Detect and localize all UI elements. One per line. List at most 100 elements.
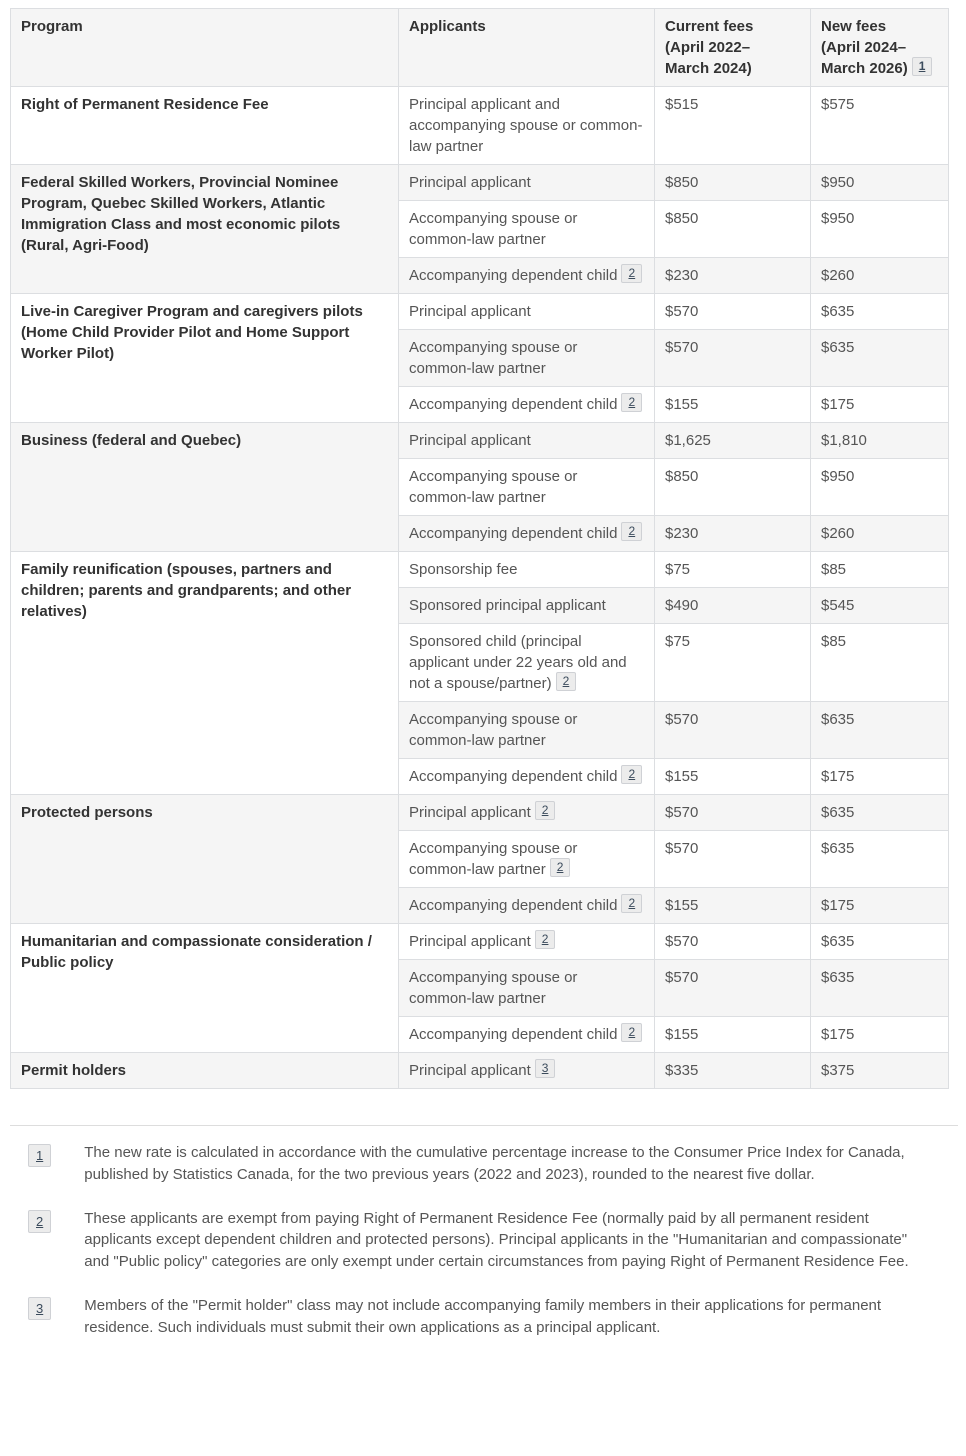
applicant-label: Accompanying spouse or common-law partne… (409, 969, 578, 1007)
fees-table: Program Applicants Current fees (April 2… (10, 8, 949, 1089)
footnote-2-link[interactable]: 2 (621, 894, 643, 913)
footnote-2-link[interactable]: 2 (621, 522, 643, 541)
footnote-item: 2 These applicants are exempt from paying… (28, 1208, 958, 1273)
footnote-3-link[interactable]: 3 (534, 1059, 556, 1078)
current-fee-cell: $490 (654, 587, 811, 624)
current-fee-cell: $570 (654, 923, 811, 960)
applicant-label: Accompanying dependent child (409, 267, 618, 284)
applicant-label: Sponsored child (principal applicant und… (409, 633, 627, 692)
applicant-cell: Principal applicant 2 (398, 794, 655, 831)
new-fee-cell: $85 (810, 623, 949, 702)
col-header-applicants: Applicants (398, 8, 655, 87)
applicant-label: Principal applicant (409, 174, 531, 191)
footnote-item: 3 Members of the "Permit holder" class ma… (28, 1295, 958, 1339)
header-line: March 2026) 1 (821, 57, 938, 79)
applicant-cell: Accompanying spouse or common-law partne… (398, 959, 655, 1017)
new-fee-cell: $175 (810, 758, 949, 795)
current-fee-cell: $1,625 (654, 422, 811, 459)
footnote-1-link[interactable]: 1 (911, 57, 933, 76)
applicant-cell: Sponsored child (principal applicant und… (398, 623, 655, 702)
applicant-label: Principal applicant (409, 933, 531, 950)
applicant-cell: Accompanying spouse or common-law partne… (398, 329, 655, 387)
table-row: Live-in Caregiver Program and caregivers… (10, 293, 949, 423)
program-cell: Federal Skilled Workers, Provincial Nomi… (10, 164, 399, 294)
new-fee-cell: $175 (810, 386, 949, 423)
footnote-2-link[interactable]: 2 (621, 264, 643, 283)
current-fee-cell: $155 (654, 887, 811, 924)
current-fee-cell: $850 (654, 458, 811, 516)
table-row: Business (federal and Quebec) Principal a… (10, 422, 949, 552)
footnote-text: These applicants are exempt from paying … (84, 1209, 909, 1271)
footnote-2-link[interactable]: 2 (555, 672, 577, 691)
header-line-text: March 2026) (821, 60, 908, 77)
new-fee-cell: $1,810 (810, 422, 949, 459)
new-fee-cell: $635 (810, 794, 949, 831)
applicant-cell: Accompanying dependent child 2 (398, 515, 655, 552)
current-fee-cell: $335 (654, 1052, 811, 1089)
current-fee-cell: $515 (654, 86, 811, 165)
program-cell: Live-in Caregiver Program and caregivers… (10, 293, 399, 423)
applicant-label: Sponsored principal applicant (409, 597, 606, 614)
current-fee-cell: $155 (654, 1016, 811, 1053)
footnote-2-link[interactable]: 2 (621, 393, 643, 412)
new-fee-cell: $635 (810, 329, 949, 387)
table-row: Accompanying spouse or common-law partne… (11, 458, 949, 516)
applicant-cell: Accompanying dependent child 2 (398, 758, 655, 795)
table-row: Permit holders Principal applicant 3 $335 $3… (10, 1052, 949, 1089)
applicant-label: Accompanying dependent child (409, 897, 618, 914)
applicant-cell: Sponsored principal applicant (398, 587, 655, 624)
applicant-label: Accompanying spouse or common-law partne… (409, 468, 578, 506)
header-line: (April 2022– (665, 39, 751, 56)
new-fee-cell: $375 (810, 1052, 949, 1089)
footnote-3-link[interactable]: 3 (28, 1296, 52, 1320)
applicant-label: Accompanying spouse or common-law partne… (409, 711, 578, 749)
new-fee-cell: $575 (810, 86, 949, 165)
program-cell: Right of Permanent Residence Fee (10, 86, 399, 165)
applicant-cell: Principal applicant (398, 164, 655, 201)
new-fee-cell: $175 (810, 1016, 949, 1053)
new-fee-cell: $260 (810, 257, 949, 294)
footnote-2-link[interactable]: 2 (621, 765, 643, 784)
applicant-label: Sponsorship fee (409, 561, 518, 578)
program-cell: Protected persons (10, 794, 399, 924)
applicant-label: Accompanying dependent child (409, 1026, 618, 1043)
new-fee-cell: $85 (810, 551, 949, 588)
table-row: Accompanying spouse or common-law partne… (11, 329, 949, 387)
applicant-cell: Accompanying spouse or common-law partne… (398, 830, 655, 888)
new-fee-cell: $260 (810, 515, 949, 552)
new-fee-cell: $950 (810, 164, 949, 201)
table-row: Protected persons Principal applicant 2 $57… (10, 794, 949, 924)
new-fee-cell: $175 (810, 887, 949, 924)
table-row: Right of Permanent Residence Fee Principa… (10, 86, 949, 165)
footnote-2-link[interactable]: 2 (534, 930, 556, 949)
header-line: Current fees (665, 18, 754, 35)
footnote-text: Members of the "Permit holder" class may… (84, 1296, 882, 1336)
table-row: Accompanying spouse or common-law partne… (11, 959, 949, 1017)
applicant-label: Accompanying spouse or common-law partne… (409, 840, 578, 878)
table-row: Accompanying dependent child 2 $155 $175 (11, 1016, 949, 1053)
footnote-2-link[interactable]: 2 (549, 858, 571, 877)
footnote-2-link[interactable]: 2 (534, 801, 556, 820)
applicant-cell: Accompanying dependent child 2 (398, 887, 655, 924)
program-cell: Family reunification (spouses, partners … (10, 551, 399, 795)
applicant-cell: Accompanying dependent child 2 (398, 386, 655, 423)
footnote-2-link[interactable]: 2 (28, 1209, 52, 1233)
current-fee-cell: $155 (654, 758, 811, 795)
new-fee-cell: $950 (810, 200, 949, 258)
current-fee-cell: $570 (654, 293, 811, 330)
new-fee-cell: $545 (810, 587, 949, 624)
new-fee-cell: $635 (810, 959, 949, 1017)
footnote-2-link[interactable]: 2 (621, 1023, 643, 1042)
new-fee-cell: $950 (810, 458, 949, 516)
new-fee-cell: $635 (810, 293, 949, 330)
applicant-cell: Accompanying spouse or common-law partne… (398, 458, 655, 516)
table-row: Humanitarian and compassionate considera… (10, 923, 949, 1053)
applicant-label: Accompanying dependent child (409, 768, 618, 785)
program-cell: Permit holders (10, 1052, 399, 1089)
current-fee-cell: $570 (654, 701, 811, 759)
footnote-1-link[interactable]: 1 (28, 1144, 52, 1167)
applicant-cell: Principal applicant 3 (398, 1052, 655, 1089)
applicant-label: Principal applicant (409, 1062, 531, 1079)
applicant-cell: Accompanying spouse or common-law partne… (398, 200, 655, 258)
applicant-cell: Principal applicant (398, 422, 655, 459)
